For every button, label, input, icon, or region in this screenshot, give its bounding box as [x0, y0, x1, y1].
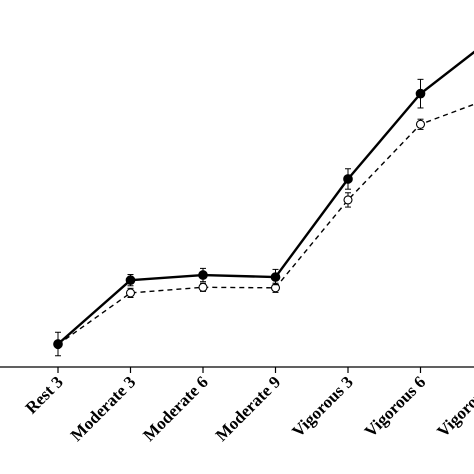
data-point: [343, 195, 353, 205]
series-solid: [53, 50, 474, 357]
x-tick-label: Moderate 3: [67, 372, 140, 445]
data-point: [53, 339, 63, 349]
x-tick-label: Moderate 6: [139, 372, 212, 445]
data-point: [343, 174, 353, 184]
x-tick-label: Vigorous 9: [433, 372, 474, 441]
x-tick-labels: Rest 3 Moderate 3 Moderate 6 Moderate 9 Vigo…: [22, 372, 474, 445]
data-point: [125, 275, 136, 285]
series-line: [57, 103, 474, 346]
data-point: [415, 119, 426, 129]
data-point: [270, 272, 281, 282]
data-point: [198, 282, 208, 292]
x-tick-label: Vigorous 6: [361, 372, 430, 441]
x-axis: [0, 366, 474, 373]
data-point: [198, 270, 208, 280]
data-point: [415, 88, 426, 99]
series-line: [57, 50, 474, 345]
x-tick-label: Rest 3: [22, 372, 67, 417]
series-dashed: [53, 103, 474, 350]
x-tick-label: Moderate 9: [212, 372, 285, 445]
data-point: [125, 288, 136, 298]
series-layer: [53, 50, 474, 357]
x-tick-label: Vigorous 3: [288, 372, 357, 441]
